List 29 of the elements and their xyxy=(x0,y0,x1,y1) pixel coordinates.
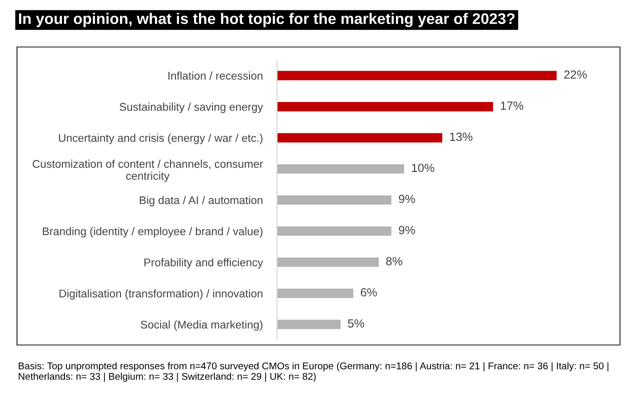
text: Basis: Top unprompted responses from n=470 surveyed CMOs in Europe (Germany: n=186 | Austria: n= 21 | France: n= 36 | Italy: n= 50 | Netherlands: n= 33 | Belgium: n= 33 | Switzerland: n= 29 | UK: n= 82) xyxy=(18,362,608,382)
data-label: 5% xyxy=(348,319,364,328)
bar xyxy=(277,195,392,205)
y-tick-label: Digitalisation (transformation) / innovation xyxy=(60,289,262,300)
data-label: 10% xyxy=(412,164,434,172)
y-tick-label: Sustainability / saving energy xyxy=(120,102,264,113)
data-label: 13% xyxy=(450,132,472,141)
bar xyxy=(277,258,379,267)
bar xyxy=(277,226,392,236)
bar xyxy=(277,70,557,80)
data-label: 6% xyxy=(360,288,377,296)
bar xyxy=(277,102,494,112)
data-label: 22% xyxy=(564,70,587,79)
y-tick-label: Customization of content / channels, consumer centricity xyxy=(32,160,263,182)
y-tick-label: Social (Media marketing) xyxy=(140,320,262,331)
bar xyxy=(277,320,341,330)
chart-title: In your opinion, what is the hot topic for the marketing year of 2023? xyxy=(19,12,515,28)
data-label: 9% xyxy=(398,194,415,204)
bar xyxy=(277,288,354,298)
y-tick-label: Branding (identity / employee / brand / value) xyxy=(42,227,262,238)
data-label: 17% xyxy=(500,102,524,110)
data-label: 8% xyxy=(386,257,402,266)
y-tick-label: Big data / AI / automation xyxy=(140,196,262,206)
bar xyxy=(277,133,442,142)
data-label: 9% xyxy=(398,226,415,234)
y-tick-label: Uncertainty and crisis (energy / war / etc.) xyxy=(58,134,262,144)
y-tick-label: Profability and efficiency xyxy=(144,258,264,269)
bar xyxy=(277,164,404,174)
y-tick-label: Inflation / recession xyxy=(168,72,262,80)
